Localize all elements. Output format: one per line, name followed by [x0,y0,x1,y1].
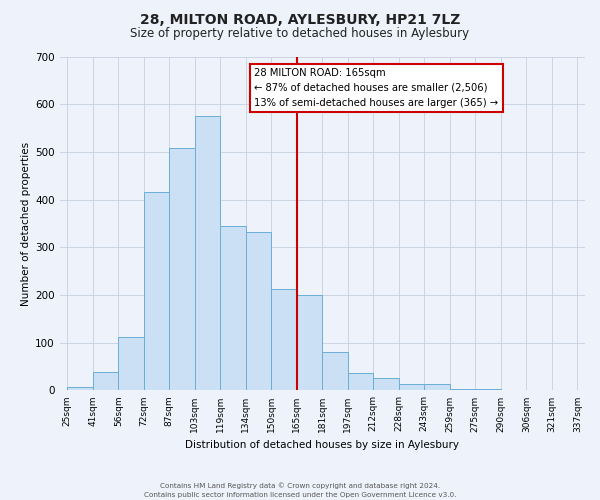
Bar [348,373,373,390]
Bar [373,378,399,390]
Bar [399,384,424,390]
Bar [246,232,271,390]
Text: 28 MILTON ROAD: 165sqm
← 87% of detached houses are smaller (2,506)
13% of semi-: 28 MILTON ROAD: 165sqm ← 87% of detached… [254,68,498,108]
Bar [322,352,348,391]
Bar [144,192,169,390]
Text: Contains public sector information licensed under the Open Government Licence v3: Contains public sector information licen… [144,492,456,498]
Bar [118,336,144,390]
Bar [271,290,297,390]
Bar [67,386,93,390]
Bar [195,116,220,390]
Y-axis label: Number of detached properties: Number of detached properties [21,142,31,306]
Bar [424,384,450,390]
Bar [169,148,195,390]
Bar [297,294,322,390]
Bar [450,388,475,390]
Bar [93,372,118,390]
X-axis label: Distribution of detached houses by size in Aylesbury: Distribution of detached houses by size … [185,440,460,450]
Text: 28, MILTON ROAD, AYLESBURY, HP21 7LZ: 28, MILTON ROAD, AYLESBURY, HP21 7LZ [140,12,460,26]
Text: Contains HM Land Registry data © Crown copyright and database right 2024.: Contains HM Land Registry data © Crown c… [160,482,440,489]
Text: Size of property relative to detached houses in Aylesbury: Size of property relative to detached ho… [130,28,470,40]
Bar [220,226,246,390]
